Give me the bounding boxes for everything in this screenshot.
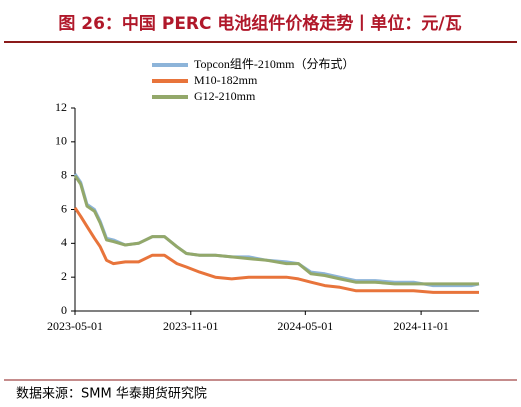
legend-label: Topcon组件-210mm（分布式）: [194, 57, 354, 71]
y-tick-label: 6: [61, 201, 67, 215]
legend-label: M10-182mm: [194, 73, 258, 87]
y-tick-label: 10: [55, 134, 67, 148]
y-tick-label: 4: [61, 235, 67, 249]
source: 数据来源：SMM 华泰期货研究院: [16, 386, 207, 402]
y-tick-label: 8: [61, 167, 67, 181]
y-tick-label: 2: [61, 269, 67, 283]
series-line: [73, 206, 479, 294]
x-tick-label: 2024-11-01: [393, 319, 449, 333]
x-tick-label: 2023-05-01: [47, 319, 103, 333]
y-tick-label: 12: [55, 100, 67, 114]
legend-label: G12-210mm: [194, 89, 256, 103]
y-tick-label: 0: [61, 303, 67, 317]
x-tick-label: 2023-11-01: [163, 319, 219, 333]
series-line: [73, 173, 480, 288]
series-line: [73, 174, 479, 286]
x-tick-label: 2024-05-01: [277, 319, 333, 333]
chart-title: 图 26：中国 PERC 电池组件价格走势丨单位：元/瓦: [58, 13, 461, 34]
